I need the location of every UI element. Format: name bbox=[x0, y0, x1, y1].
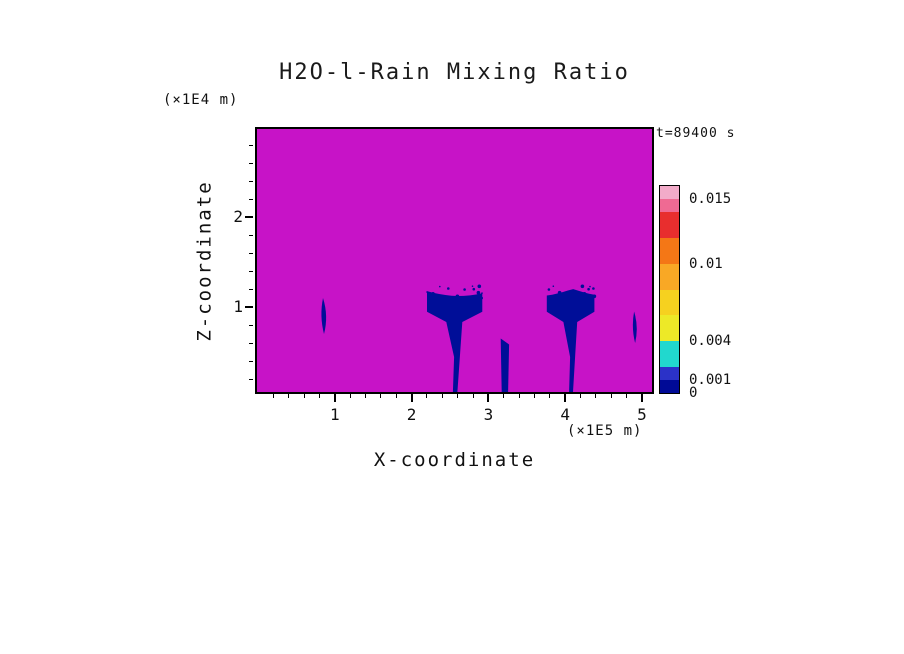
colorbar-segment bbox=[660, 367, 679, 381]
x-minor-tick bbox=[549, 394, 551, 398]
rain-speckle bbox=[471, 285, 474, 287]
colorbar-tick-label: 0 bbox=[689, 385, 698, 401]
colorbar-tick-label: 0.004 bbox=[689, 333, 732, 350]
y-minor-tick bbox=[249, 270, 253, 272]
y-minor-tick bbox=[249, 162, 253, 164]
x-minor-tick bbox=[457, 394, 459, 398]
y-minor-tick bbox=[249, 252, 253, 254]
rain-speckle bbox=[463, 288, 466, 291]
colorbar-segment bbox=[660, 237, 679, 264]
x-tick-label: 1 bbox=[329, 405, 340, 424]
rain-feature-plume bbox=[546, 289, 595, 392]
y-minor-tick bbox=[249, 288, 253, 290]
x-minor-tick bbox=[626, 394, 628, 398]
x-tick-label: 3 bbox=[483, 405, 494, 424]
y-minor-tick bbox=[249, 234, 253, 236]
rain-feature-streak bbox=[500, 338, 510, 392]
rain-speckle bbox=[472, 287, 476, 291]
colorbar-segment bbox=[660, 211, 679, 238]
y-tick-label: 1 bbox=[233, 297, 243, 316]
x-minor-tick bbox=[472, 394, 474, 398]
plot-area bbox=[255, 127, 654, 394]
rain-speckle bbox=[589, 285, 591, 288]
x-minor-tick bbox=[318, 394, 320, 398]
y-minor-tick bbox=[249, 180, 253, 182]
colorbar bbox=[659, 185, 680, 394]
x-major-tick bbox=[564, 394, 567, 402]
colorbar-segment bbox=[660, 380, 679, 393]
y-tick-label: 2 bbox=[233, 207, 243, 226]
rain-speckle bbox=[439, 285, 441, 288]
colorbar-segment bbox=[660, 263, 679, 290]
rain-feature-plume bbox=[427, 291, 483, 392]
chart-title: H2O-l-Rain Mixing Ratio bbox=[279, 60, 630, 85]
x-major-tick bbox=[641, 394, 643, 402]
colorbar-segment bbox=[660, 186, 679, 199]
y-minor-tick bbox=[249, 342, 253, 344]
x-minor-tick bbox=[595, 394, 597, 398]
colorbar-segment bbox=[660, 341, 679, 368]
rain-speckle bbox=[580, 284, 585, 289]
x-major-tick bbox=[487, 394, 490, 402]
x-minor-tick bbox=[365, 394, 367, 398]
rain-speckle bbox=[552, 285, 555, 287]
x-minor-tick bbox=[580, 394, 582, 398]
x-minor-tick bbox=[303, 394, 305, 398]
rain-speckle bbox=[592, 287, 595, 290]
x-minor-tick bbox=[272, 394, 274, 398]
colorbar-segment bbox=[660, 315, 679, 342]
rain-contour-layer bbox=[321, 284, 637, 392]
rain-speckle bbox=[477, 284, 482, 289]
y-minor-tick bbox=[249, 198, 253, 200]
x-minor-tick bbox=[533, 394, 535, 398]
rain-feature-wisp bbox=[321, 298, 327, 334]
x-tick-label: 2 bbox=[406, 405, 417, 424]
colorbar-segment bbox=[660, 198, 679, 212]
y-major-tick bbox=[245, 306, 253, 308]
x-major-tick bbox=[333, 394, 336, 402]
colorbar-tick-label: 0.015 bbox=[689, 190, 732, 207]
rain-speckle bbox=[587, 287, 590, 291]
x-tick-label: 5 bbox=[637, 405, 647, 424]
rain-feature-wisp bbox=[632, 311, 637, 343]
x-minor-tick bbox=[380, 394, 382, 398]
colorbar-tick-label: 0.01 bbox=[689, 255, 723, 272]
x-minor-tick bbox=[395, 394, 397, 398]
colorbar-tick-label: 0.001 bbox=[689, 372, 732, 389]
y-minor-tick bbox=[249, 378, 253, 380]
x-minor-tick bbox=[503, 394, 505, 398]
y-minor-tick bbox=[249, 324, 253, 326]
y-axis-title: Z-coordinate bbox=[188, 127, 222, 394]
x-minor-tick bbox=[441, 394, 443, 398]
x-minor-tick bbox=[426, 394, 428, 398]
y-minor-tick bbox=[249, 144, 253, 146]
x-axis-title: X-coordinate bbox=[373, 449, 536, 471]
x-minor-tick bbox=[349, 394, 351, 398]
y-major-tick bbox=[245, 216, 253, 218]
rain-speckle bbox=[547, 288, 551, 291]
y-axis-units-label: (×1E4 m) bbox=[163, 92, 239, 108]
x-minor-tick bbox=[518, 394, 520, 398]
x-major-tick bbox=[410, 394, 413, 402]
colorbar-segment bbox=[660, 289, 679, 316]
y-minor-tick bbox=[249, 360, 253, 362]
time-annotation: t=89400 s bbox=[656, 126, 736, 141]
x-tick-label: 4 bbox=[560, 405, 570, 424]
rain-speckle bbox=[447, 287, 450, 290]
x-axis-units-label: (×1E5 m) bbox=[567, 423, 643, 439]
x-minor-tick bbox=[288, 394, 290, 398]
x-minor-tick bbox=[610, 394, 612, 398]
rain-speckle bbox=[476, 290, 481, 295]
